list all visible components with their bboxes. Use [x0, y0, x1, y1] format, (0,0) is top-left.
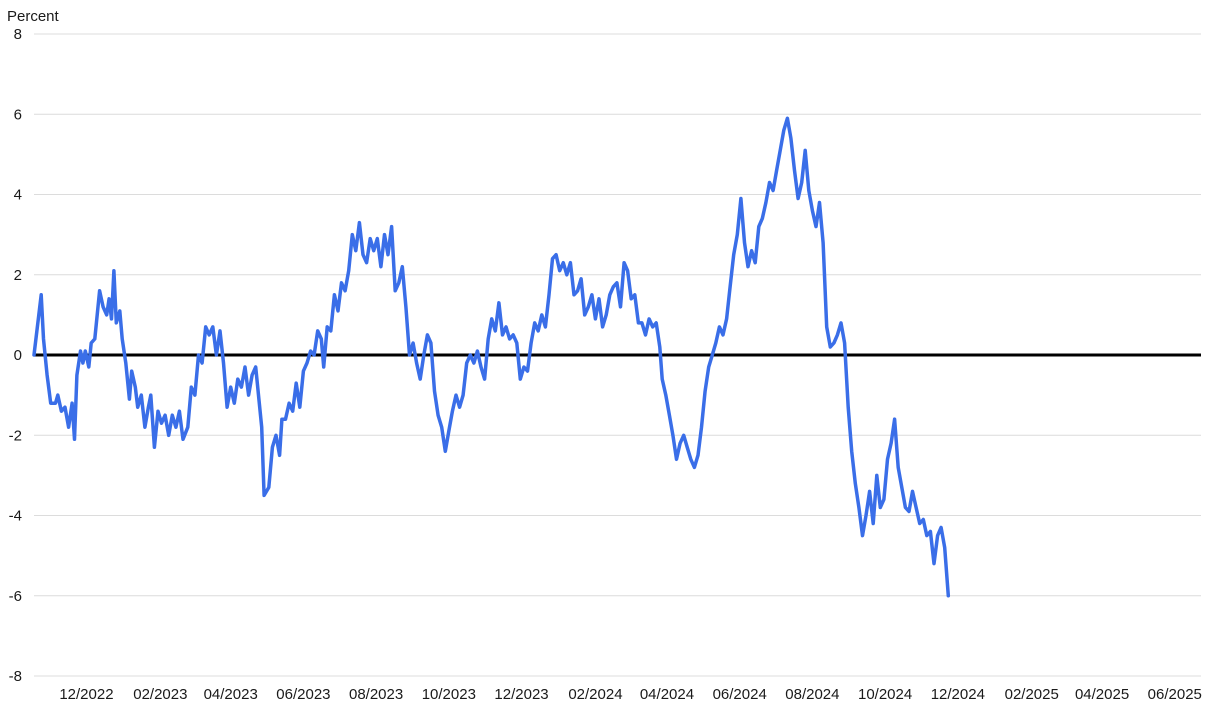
- y-tick-label: 6: [14, 106, 22, 123]
- y-tick-label: -6: [9, 588, 22, 605]
- x-tick-label: 06/2023: [276, 686, 330, 703]
- x-tick-label: 10/2023: [422, 686, 476, 703]
- y-tick-label: -2: [9, 427, 22, 444]
- gridlines: [34, 33, 1201, 677]
- series-line: [32, 116, 951, 598]
- x-axis-tick-labels: 12/2022 02/2023 04/2023 06/2023 08/2023 10/20…: [59, 686, 1202, 703]
- x-tick-label: 12/2024: [931, 686, 985, 703]
- x-tick-label: 04/2023: [204, 686, 258, 703]
- x-tick-label: 02/2024: [568, 686, 622, 703]
- y-tick-label: 4: [14, 187, 22, 204]
- x-tick-label: 02/2023: [133, 686, 187, 703]
- y-tick-label: 0: [14, 347, 22, 364]
- x-tick-label: 12/2022: [59, 686, 113, 703]
- x-tick-label: 10/2024: [858, 686, 912, 703]
- x-tick-label: 06/2024: [713, 686, 767, 703]
- y-tick-label: 8: [14, 26, 22, 43]
- x-tick-label: 08/2024: [785, 686, 839, 703]
- x-tick-label: 02/2025: [1005, 686, 1059, 703]
- y-axis-unit-label: Percent: [7, 8, 60, 25]
- y-tick-label: 2: [14, 267, 22, 284]
- y-axis-tick-labels: 8 6 4 2 0 -2 -4 -6 -8: [9, 26, 22, 685]
- x-tick-label: 12/2023: [494, 686, 548, 703]
- x-tick-label: 06/2025: [1148, 686, 1202, 703]
- x-tick-label: 04/2024: [640, 686, 694, 703]
- x-tick-label: 08/2023: [349, 686, 403, 703]
- y-tick-label: -8: [9, 668, 22, 685]
- x-tick-label: 04/2025: [1075, 686, 1129, 703]
- y-tick-label: -4: [9, 508, 22, 525]
